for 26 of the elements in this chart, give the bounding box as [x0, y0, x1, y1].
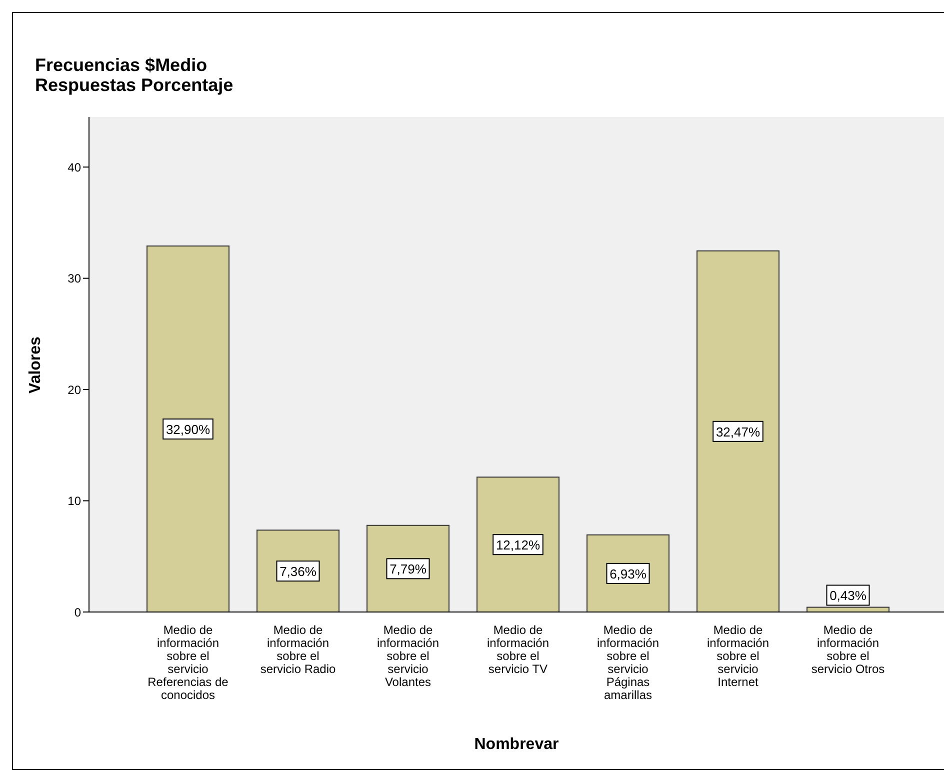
- bar: [146, 246, 230, 612]
- data-label: 7,79%: [390, 562, 427, 577]
- chart-title: Frecuencias $Medio Respuestas Porcentaje: [35, 55, 234, 95]
- y-tick-label: 20: [68, 382, 82, 397]
- x-tick-label: Medio de información sobre el servicio Otros: [811, 623, 885, 676]
- x-tick-label: Medio de información sobre el servicio TV: [486, 623, 550, 676]
- x-tick-label: Medio de información sobre el servicio Páginas amarillas: [596, 623, 660, 702]
- data-label: 12,12%: [496, 538, 540, 553]
- data-label: 0,43%: [830, 588, 867, 604]
- bar: [696, 250, 780, 612]
- x-tick-label: Medio de información sobre el servicio Volantes: [376, 623, 440, 689]
- data-label: 6,93%: [610, 566, 647, 582]
- x-tick-label: Medio de información sobre el servicio Radio: [260, 623, 336, 676]
- x-tick-label: Medio de información sobre el servicio Referencias de conocidos: [148, 623, 229, 702]
- y-tick-label: 10: [68, 494, 82, 508]
- x-axis-title: Nombrevar: [473, 736, 560, 754]
- data-label: 7,36%: [280, 564, 317, 580]
- bar: [806, 606, 890, 612]
- data-label: 32,90%: [166, 422, 210, 438]
- y-tick-label: 40: [68, 160, 82, 174]
- bar: [476, 476, 560, 612]
- x-tick-label: Medio de información sobre el servicio Internet: [706, 623, 770, 689]
- data-label: 32,47%: [716, 424, 760, 440]
- y-tick-label: 0: [74, 605, 82, 620]
- y-axis-title: Valores: [27, 336, 45, 394]
- y-tick-label: 30: [68, 272, 82, 286]
